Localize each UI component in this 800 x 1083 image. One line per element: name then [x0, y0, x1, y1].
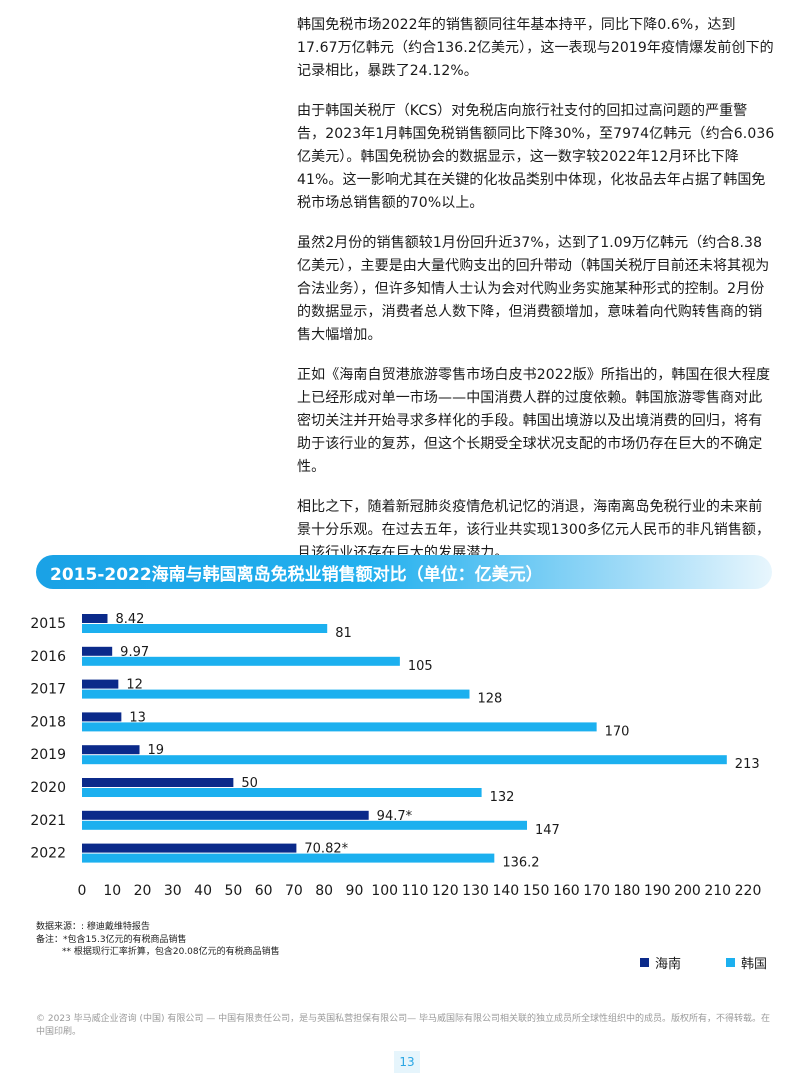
bar-hainan — [82, 614, 108, 623]
bar-korea — [82, 656, 400, 666]
bar-korea — [82, 722, 597, 732]
footer-copyright: © 2023 毕马威企业咨询 (中国) 有限公司 — 中国有限责任公司，是与英国… — [36, 1014, 770, 1037]
data-label-hainan: 94.7* — [377, 809, 413, 824]
data-label-korea: 132 — [490, 790, 515, 805]
data-label-hainan: 9.97 — [120, 645, 149, 660]
bar-korea — [82, 755, 727, 765]
data-label-hainan: 19 — [148, 743, 165, 758]
bar-hainan — [82, 679, 119, 689]
legend-item-korea: 韩国 — [726, 953, 767, 972]
data-label-korea: 147 — [535, 823, 560, 838]
data-label-korea: 170 — [605, 724, 630, 739]
data-label-hainan: 12 — [126, 678, 143, 693]
x-tick-label: 110 — [402, 883, 429, 899]
x-tick-label: 40 — [194, 883, 212, 899]
x-tick-label: 90 — [346, 883, 364, 899]
x-tick-label: 180 — [614, 883, 641, 899]
data-label-hainan: 13 — [129, 710, 146, 725]
data-label-korea: 213 — [735, 757, 760, 772]
x-tick-label: 50 — [224, 883, 242, 899]
chart-notes: 数据来源：: 穆迪戴维特报告 备注：*包含15.3亿元的有税商品销售 ** 根据… — [36, 921, 280, 959]
bar-hainan — [82, 843, 297, 853]
category-label: 2018 — [30, 714, 66, 730]
x-tick-label: 190 — [644, 883, 671, 899]
x-tick-label: 70 — [285, 883, 303, 899]
data-label-korea: 136.2 — [502, 856, 539, 871]
x-tick-label: 20 — [134, 883, 152, 899]
bar-korea — [82, 820, 528, 830]
x-tick-label: 0 — [78, 883, 87, 899]
note-2: ** 根据现行汇率折算，包含20.08亿元的有税商品销售 — [62, 947, 280, 957]
category-label: 2016 — [30, 649, 66, 665]
x-tick-label: 100 — [371, 883, 398, 899]
bar-hainan — [82, 778, 234, 787]
x-tick-label: 10 — [103, 883, 121, 899]
x-tick-label: 160 — [553, 883, 580, 899]
chart-title: 2015-2022海南与韩国离岛免税业销售额对比（单位：亿美元） — [50, 565, 543, 585]
x-tick-label: 200 — [674, 883, 701, 899]
legend-label-korea: 韩国 — [741, 957, 768, 972]
data-source: 数据来源：: 穆迪戴维特报告 — [36, 922, 150, 932]
legend-item-hainan: 海南 — [640, 953, 681, 972]
data-label-korea: 81 — [335, 626, 352, 641]
x-tick-label: 130 — [462, 883, 489, 899]
data-label-korea: 128 — [477, 692, 502, 707]
paragraph: 由于韩国关税厅（KCS）对免税店向旅行社支付的回扣过高问题的严重警告，2023年… — [297, 102, 775, 212]
bar-hainan — [82, 712, 122, 722]
category-label: 2017 — [30, 682, 66, 698]
category-label: 2022 — [30, 846, 66, 862]
note-1: 备注：*包含15.3亿元的有税商品销售 — [36, 934, 187, 945]
legend-swatch-hainan — [640, 958, 649, 967]
category-label: 2021 — [30, 813, 66, 829]
data-label-korea: 105 — [408, 659, 433, 674]
paragraph: 正如《海南自贸港旅游零售市场白皮书2022版》所指出的，韩国在很大程度上已经形成… — [297, 366, 771, 476]
x-tick-label: 210 — [704, 883, 731, 899]
x-tick-label: 60 — [255, 883, 273, 899]
bar-hainan — [82, 810, 369, 820]
category-label: 2019 — [30, 747, 66, 763]
bar-hainan — [82, 745, 140, 755]
legend-label-hainan: 海南 — [655, 957, 682, 972]
x-tick-label: 120 — [432, 883, 459, 899]
x-tick-label: 140 — [492, 883, 519, 899]
x-tick-label: 170 — [583, 883, 610, 899]
paragraph: 虽然2月份的销售额较1月份回升近37%，达到了1.09万亿韩元（约合8.38亿美… — [297, 234, 770, 344]
bar-korea — [82, 624, 328, 633]
legend-swatch-korea — [726, 958, 735, 967]
category-label: 2015 — [30, 616, 66, 632]
bar-chart: 2015 8.42 81 2016 9.97 105 2017 12 128 2018 13 170 2… — [30, 612, 762, 899]
article-body: 韩国免税市场2022年的销售额同往年基本持平，同比下降0.6%，达到17.67万… — [297, 14, 775, 581]
bar-korea — [82, 689, 470, 699]
x-tick-label: 30 — [164, 883, 182, 899]
bar-hainan — [82, 646, 113, 656]
bar-korea — [82, 788, 482, 797]
chart-title-banner: 2015-2022海南与韩国离岛免税业销售额对比（单位：亿美元） — [36, 555, 772, 589]
data-label-hainan: 8.42 — [115, 612, 144, 627]
x-tick-label: 80 — [315, 883, 333, 899]
category-label: 2020 — [30, 780, 66, 796]
bar-korea — [82, 853, 495, 863]
data-label-hainan: 70.82* — [304, 842, 348, 857]
x-tick-label: 150 — [523, 883, 550, 899]
x-tick-label: 220 — [735, 883, 762, 899]
page-number: 13 — [394, 1051, 420, 1073]
data-label-hainan: 50 — [241, 776, 258, 791]
paragraph: 韩国免税市场2022年的销售额同往年基本持平，同比下降0.6%，达到17.67万… — [297, 17, 774, 80]
